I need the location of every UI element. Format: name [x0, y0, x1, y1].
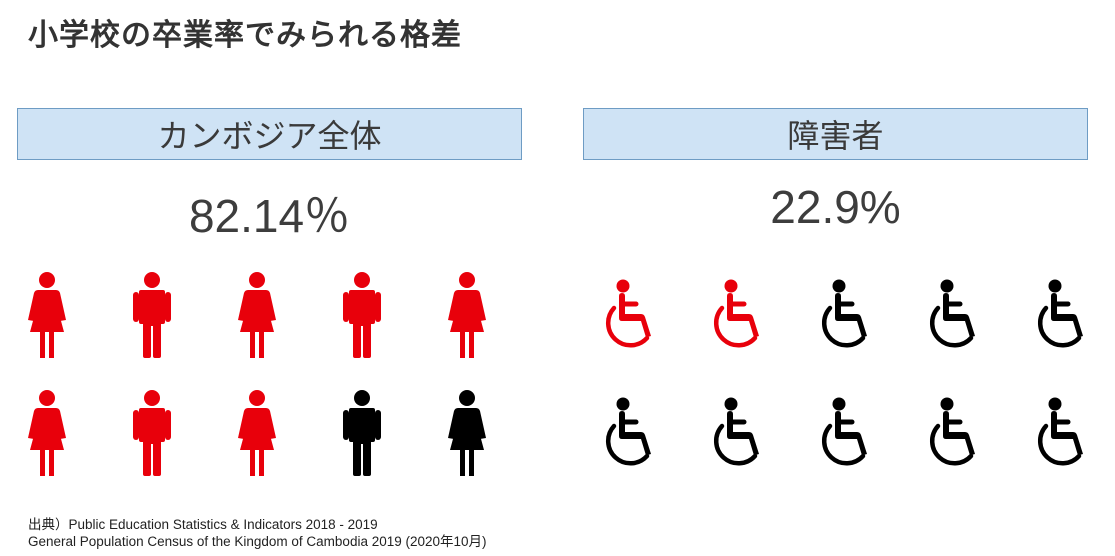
woman-icon: [437, 388, 497, 480]
wheelchair-icon: [819, 270, 879, 362]
wheelchair-icon: [603, 270, 663, 362]
source-line-1: 出典）Public Education Statistics & Indicat…: [28, 517, 378, 532]
man-icon: [122, 270, 182, 362]
source-citation: 出典）Public Education Statistics & Indicat…: [28, 516, 487, 550]
wheelchair-icon: [927, 388, 987, 480]
wheelchair-icon: [1035, 270, 1095, 362]
wheelchair-icon: [711, 388, 771, 480]
page-title: 小学校の卒業率でみられる格差: [28, 18, 462, 53]
cambodia-overall-header: カンボジア全体: [17, 108, 522, 160]
man-icon: [332, 388, 392, 480]
woman-icon: [17, 270, 77, 362]
wheelchair-icon: [927, 270, 987, 362]
wheelchair-icon: [819, 388, 879, 480]
source-line-2: General Population Census of the Kingdom…: [28, 534, 487, 549]
man-icon: [332, 270, 392, 362]
wheelchair-icon: [711, 270, 771, 362]
wheelchair-icon: [603, 388, 663, 480]
woman-icon: [437, 270, 497, 362]
woman-icon: [227, 388, 287, 480]
man-icon: [122, 388, 182, 480]
woman-icon: [227, 270, 287, 362]
disability-rate: 22.9%: [770, 181, 901, 233]
disability-header: 障害者: [583, 108, 1088, 160]
wheelchair-icon: [1035, 388, 1095, 480]
woman-icon: [17, 388, 77, 480]
cambodia-overall-rate: 82.14％: [188, 190, 351, 242]
